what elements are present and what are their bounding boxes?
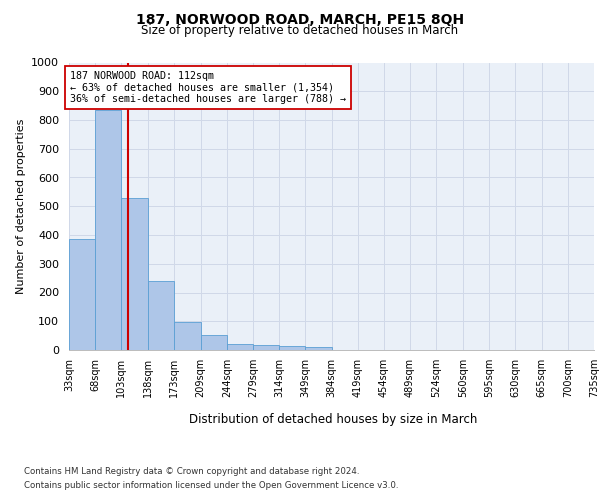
Text: 187 NORWOOD ROAD: 112sqm
← 63% of detached houses are smaller (1,354)
36% of sem: 187 NORWOOD ROAD: 112sqm ← 63% of detach… bbox=[70, 71, 346, 104]
Bar bbox=[227, 344, 253, 350]
Y-axis label: Number of detached properties: Number of detached properties bbox=[16, 118, 26, 294]
Text: Contains public sector information licensed under the Open Government Licence v3: Contains public sector information licen… bbox=[24, 481, 398, 490]
Bar bbox=[148, 281, 174, 350]
Bar bbox=[200, 335, 227, 350]
Text: Size of property relative to detached houses in March: Size of property relative to detached ho… bbox=[142, 24, 458, 37]
Bar bbox=[279, 346, 305, 350]
Bar bbox=[174, 322, 200, 350]
Text: Contains HM Land Registry data © Crown copyright and database right 2024.: Contains HM Land Registry data © Crown c… bbox=[24, 468, 359, 476]
Bar bbox=[121, 198, 148, 350]
Bar bbox=[253, 345, 279, 350]
Bar bbox=[69, 240, 95, 350]
Bar bbox=[305, 347, 331, 350]
Text: Distribution of detached houses by size in March: Distribution of detached houses by size … bbox=[189, 412, 477, 426]
Bar bbox=[95, 110, 121, 350]
Text: 187, NORWOOD ROAD, MARCH, PE15 8QH: 187, NORWOOD ROAD, MARCH, PE15 8QH bbox=[136, 12, 464, 26]
